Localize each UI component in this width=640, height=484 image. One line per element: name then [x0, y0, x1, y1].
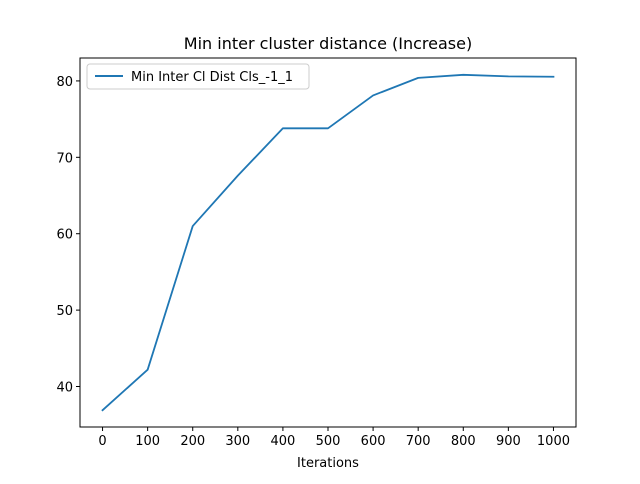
y-axis-ticks: 40 50 60 70 80: [56, 75, 80, 396]
y-tick-label: 60: [56, 228, 73, 243]
plot-frame: [79, 57, 577, 428]
y-tick-label: 50: [56, 304, 73, 319]
series-line: [101, 73, 555, 412]
x-tick-label: 1000: [537, 434, 570, 449]
x-tick-label: 700: [406, 434, 431, 449]
legend-box: [86, 63, 310, 90]
x-axis-label: Iterations: [297, 456, 359, 471]
x-tick-label: 800: [451, 434, 476, 449]
y-tick-label: 70: [56, 151, 73, 166]
x-tick-label: 600: [361, 434, 386, 449]
x-tick-label: 300: [225, 434, 250, 449]
y-tick-label: 40: [56, 381, 73, 396]
y-tick-label: 80: [56, 75, 73, 90]
legend-label: Min Inter Cl Dist Cls_-1_1: [131, 70, 293, 85]
x-tick-label: 100: [135, 434, 160, 449]
x-tick-label: 500: [316, 434, 341, 449]
x-tick-label: 0: [98, 434, 106, 449]
x-tick-label: 900: [496, 434, 521, 449]
x-tick-label: 400: [270, 434, 295, 449]
chart-title: Min inter cluster distance (Increase): [184, 34, 472, 53]
x-tick-label: 200: [180, 434, 205, 449]
legend: Min Inter Cl Dist Cls_-1_1: [86, 63, 310, 90]
plot-area: [101, 73, 555, 412]
x-axis-ticks: 0 100 200 300 400 500 600 700 800 900 1000: [98, 427, 570, 449]
